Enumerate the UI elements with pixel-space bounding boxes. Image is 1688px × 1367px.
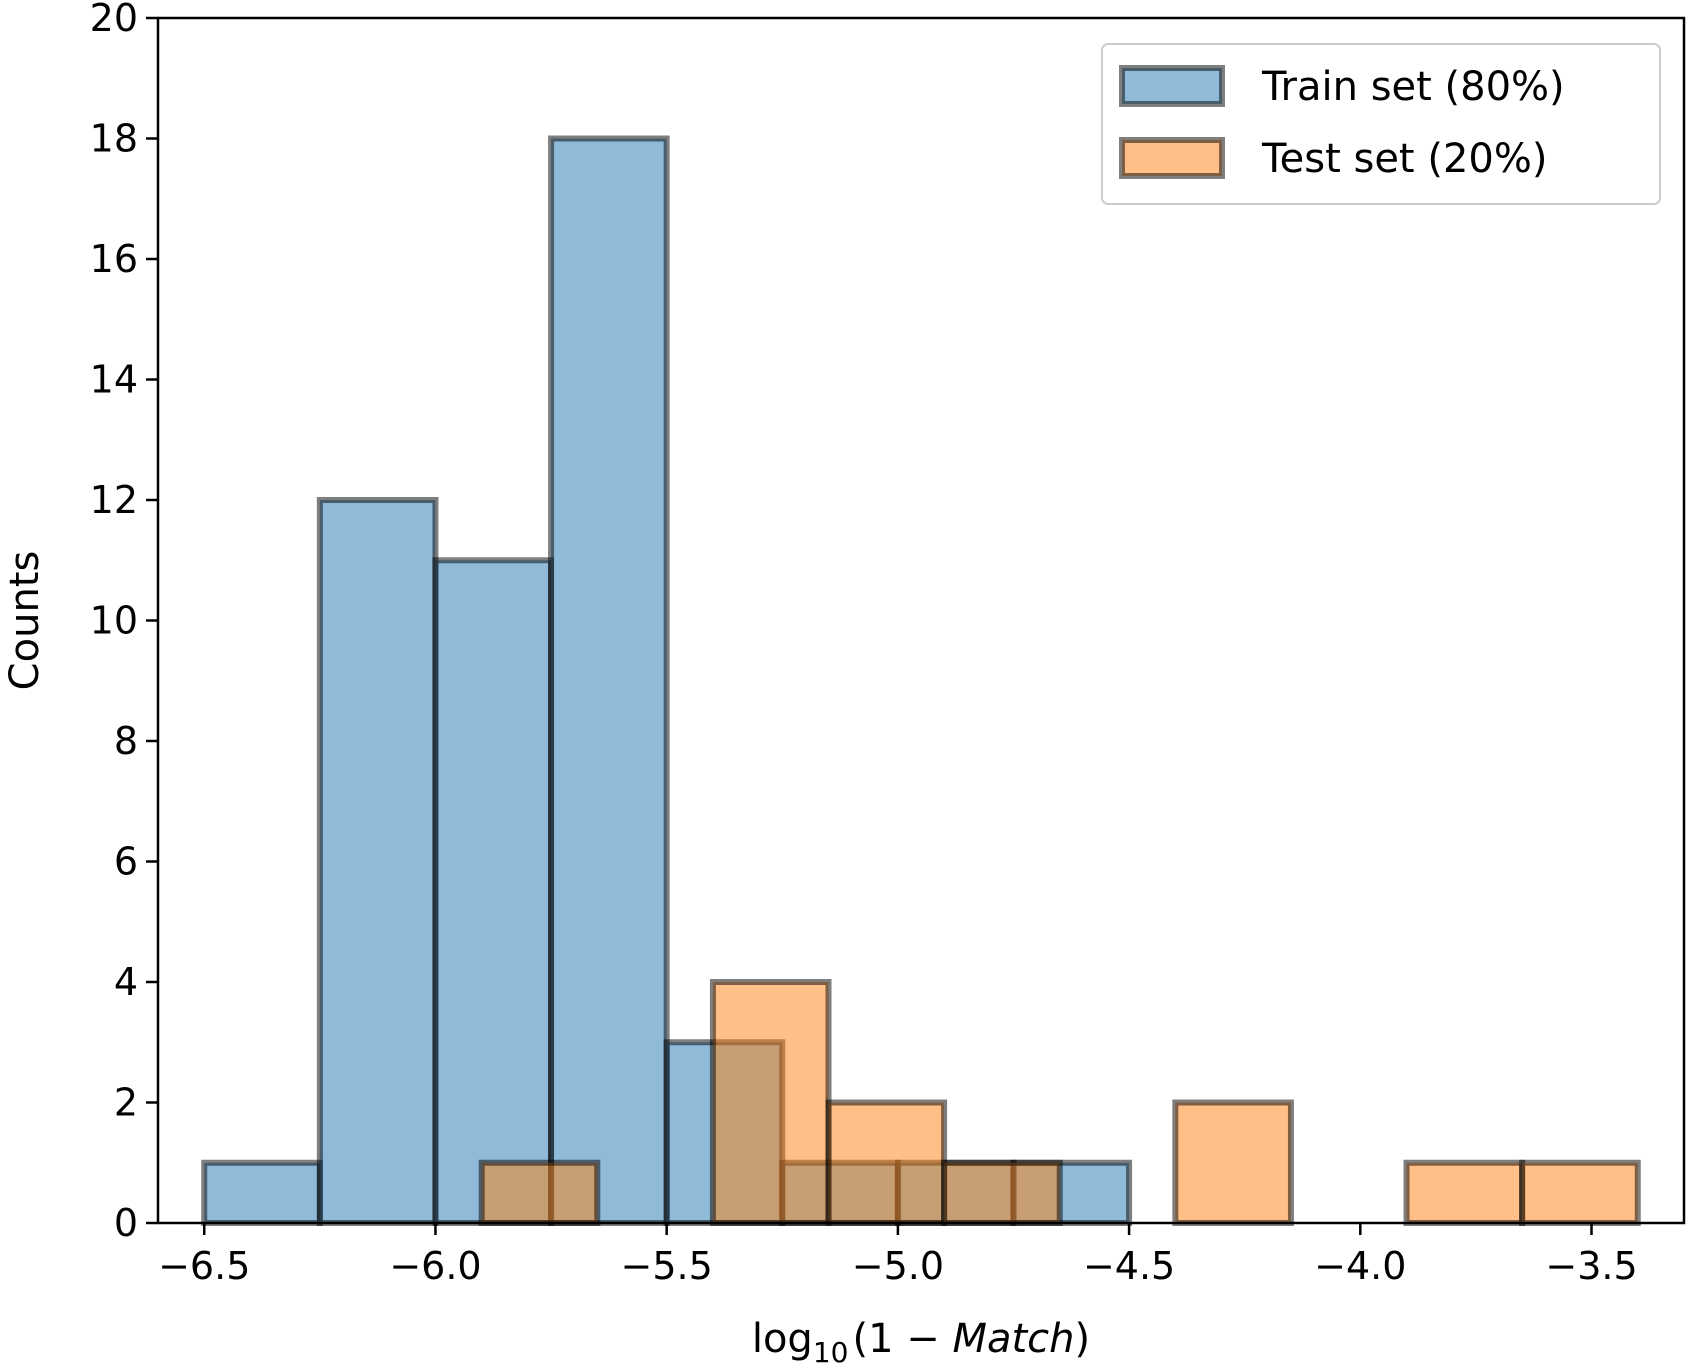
y-tick-label: 8 (114, 719, 138, 763)
x-axis-label-subscript: 10 (813, 1336, 849, 1367)
x-axis-label-match: Match (952, 1316, 1074, 1362)
bar-test-2 (709, 979, 832, 1226)
y-tick-label: 0 (114, 1201, 138, 1245)
legend-box (1101, 43, 1661, 205)
x-tick-label: −6.5 (158, 1244, 250, 1288)
x-axis-label: log10 (1 − Match) (752, 1316, 1090, 1367)
y-tick-label: 6 (114, 840, 138, 884)
bar-test-3 (825, 1099, 948, 1226)
legend-swatch-test (1119, 137, 1225, 179)
x-axis-label-paren-close: ) (1075, 1316, 1091, 1362)
y-tick-label: 12 (90, 478, 138, 522)
x-tick-label: −5.5 (621, 1244, 713, 1288)
legend-swatch-train (1119, 65, 1225, 107)
x-tick-label: −6.0 (389, 1244, 481, 1288)
y-tick-label: 18 (90, 117, 138, 161)
legend-label-train: Train set (80%) (1261, 64, 1565, 110)
y-tick-label: 10 (90, 599, 138, 643)
bar-train-3 (548, 135, 670, 1226)
bar-test-4 (941, 1159, 1063, 1226)
bar-train-0 (201, 1159, 323, 1226)
x-axis-label-paren-open: (1 − (852, 1316, 952, 1362)
y-tick-label: 16 (90, 237, 138, 281)
bar-test-0 (478, 1159, 601, 1226)
legend-label-test: Test set (20%) (1261, 136, 1547, 182)
y-tick-label: 4 (114, 960, 138, 1004)
x-tick-label: −4.5 (1083, 1244, 1175, 1288)
bar-test-8 (1403, 1159, 1526, 1226)
x-tick-label: −3.5 (1545, 1244, 1637, 1288)
x-tick-label: −5.0 (852, 1244, 944, 1288)
y-tick-label: 14 (90, 358, 138, 402)
bar-train-1 (316, 497, 439, 1226)
bars-layer (201, 135, 1641, 1226)
bar-test-9 (1519, 1159, 1641, 1226)
bar-test-6 (1172, 1099, 1294, 1226)
y-tick-label: 20 (90, 0, 138, 40)
bar-train-2 (432, 557, 555, 1226)
ticks-layer: −6.5 −6.0 −5.5 −5.0 −4.5 −4.0 −3.5 0 2 4 6 8 10 12 14 1… (90, 0, 1638, 1288)
x-axis-label-log: log (752, 1316, 813, 1362)
y-tick-label: 2 (114, 1081, 138, 1125)
legend: Train set (80%) Test set (20%) (1101, 43, 1661, 205)
x-tick-label: −4.0 (1314, 1244, 1406, 1288)
y-axis-label: Counts (2, 551, 48, 691)
